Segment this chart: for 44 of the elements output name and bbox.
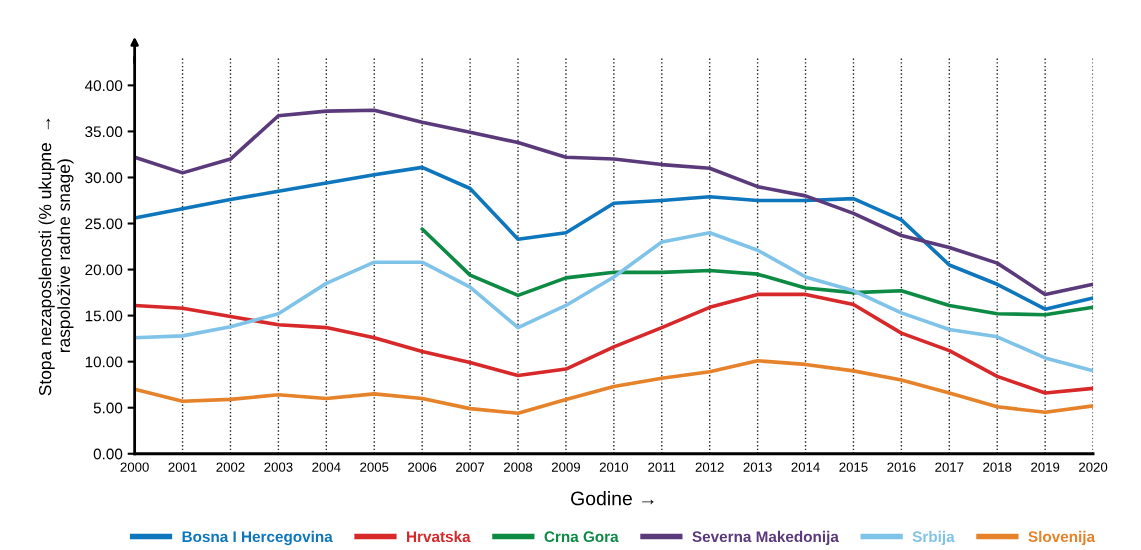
y-tick-label: 15.00	[85, 310, 123, 322]
y-tick-label: 40.00	[84, 80, 123, 92]
line-series	[134, 292, 1094, 395]
x-tick-label: 2008	[504, 462, 533, 472]
y-tick-label: 0.00	[93, 448, 123, 460]
x-tick-label: 2006	[408, 462, 437, 472]
legend-label: Bosna I Hercegovina	[182, 530, 333, 546]
y-tick-label: 20.00	[85, 264, 123, 276]
x-tick-label: 2014	[791, 462, 820, 472]
y-tick-label: 30.00	[85, 172, 123, 184]
legend-label: Hrvatska	[407, 530, 471, 543]
x-tick-label: 2012	[695, 462, 724, 472]
x-tick-label: 2003	[264, 462, 293, 472]
x-tick-label: 2009	[551, 462, 580, 472]
x-tick-label: 2011	[648, 462, 676, 472]
x-tick-label: 2019	[1031, 462, 1060, 472]
x-tick-label: 2018	[983, 462, 1012, 472]
x-tick-label: 2020	[1079, 462, 1108, 472]
x-tick-label: 2016	[887, 462, 916, 472]
line-series	[134, 108, 1094, 297]
y-tick-label: 25.00	[85, 218, 123, 230]
y-tick-label: 5.00	[93, 402, 123, 414]
line-series	[420, 227, 1094, 317]
legend-label: Crna Gora	[544, 531, 619, 543]
x-tick-label: 2005	[360, 462, 389, 472]
y-tick-label: 10.00	[85, 356, 123, 368]
x-axis-title: Godine →	[571, 491, 654, 506]
line-series	[134, 230, 1094, 373]
legend-label: Severna Makedonija	[692, 530, 839, 546]
x-tick-label: 2002	[216, 462, 245, 472]
x-tick-label: 2015	[839, 462, 868, 472]
line-series	[134, 165, 1094, 311]
x-tick-label: 2007	[456, 462, 485, 472]
legend-label: Slovenija	[1028, 530, 1096, 546]
x-tick-label: 2010	[599, 462, 629, 472]
x-tick-label: 2013	[743, 462, 772, 472]
x-tick-label: 2000	[120, 462, 149, 472]
x-tick-label: 2001	[168, 462, 197, 472]
y-tick-label: 35.00	[85, 126, 123, 138]
x-tick-label: 2017	[935, 462, 964, 472]
line-series	[134, 358, 1094, 416]
y-axis-title: Stopa nezaposlenosti (% ukupne → raspoložive radne snage)	[38, 118, 74, 396]
x-tick-label: 2004	[312, 462, 341, 472]
legend-label: Srbija	[912, 530, 955, 546]
